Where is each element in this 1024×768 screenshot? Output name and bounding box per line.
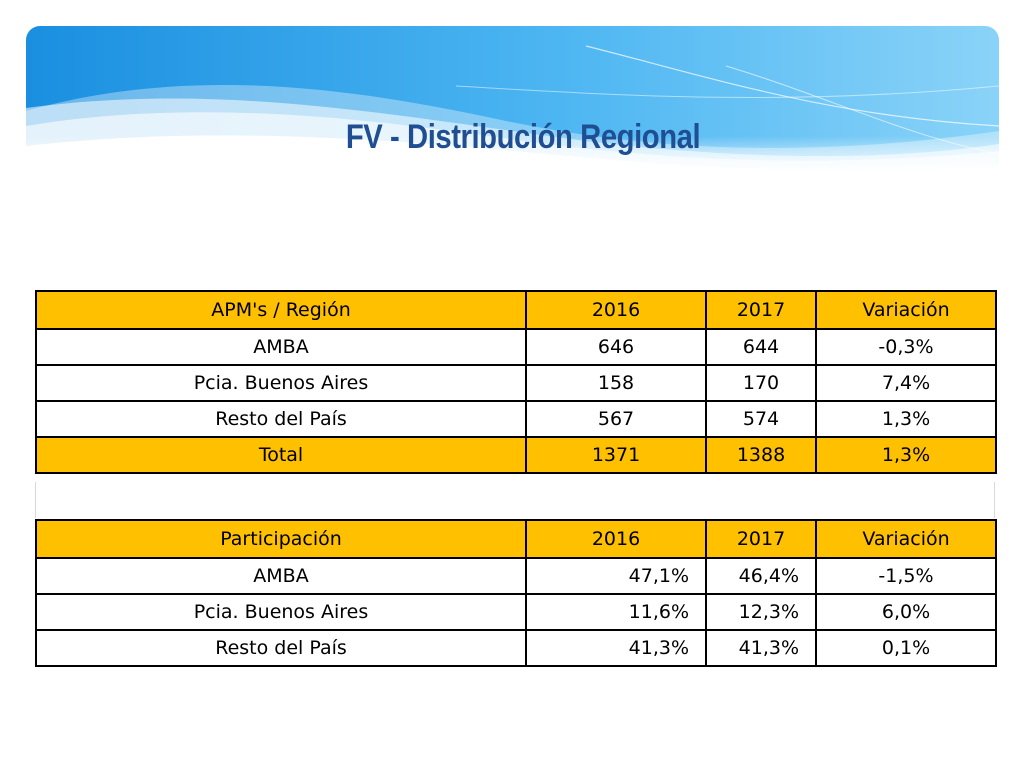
share-cell: 41,3%: [525, 629, 707, 667]
share-cell: 46,4%: [705, 557, 817, 595]
variation-cell: 6,0%: [815, 593, 997, 631]
header-cell: Variación: [815, 519, 997, 559]
table-row: Pcia. Buenos Aires 11,6% 12,3% 6,0%: [35, 593, 997, 631]
header-cell: 2016: [525, 519, 707, 559]
region-cell: Resto del País: [35, 629, 527, 667]
total-value-cell: 1388: [705, 436, 817, 474]
region-cell: Pcia. Buenos Aires: [35, 364, 527, 402]
total-value-cell: 1371: [525, 436, 707, 474]
header-cell: Participación: [35, 519, 527, 559]
value-cell: 644: [705, 328, 817, 366]
header-cell: 2017: [705, 290, 817, 330]
share-table: Participación 2016 2017 Variación AMBA 4…: [35, 519, 997, 667]
value-cell: 170: [705, 364, 817, 402]
total-variation-cell: 1,3%: [815, 436, 997, 474]
variation-cell: -1,5%: [815, 557, 997, 595]
wave-decoration: [26, 26, 999, 176]
share-cell: 11,6%: [525, 593, 707, 631]
value-cell: 567: [525, 400, 707, 438]
table-row: AMBA 47,1% 46,4% -1,5%: [35, 557, 997, 595]
header-cell: 2017: [705, 519, 817, 559]
region-cell: Pcia. Buenos Aires: [35, 593, 527, 631]
table-row: Pcia. Buenos Aires 158 170 7,4%: [35, 364, 997, 402]
total-row: Total 1371 1388 1,3%: [35, 436, 997, 474]
total-label-cell: Total: [35, 436, 527, 474]
table-row: Resto del País 41,3% 41,3% 0,1%: [35, 629, 997, 667]
share-cell: 12,3%: [705, 593, 817, 631]
table-row: AMBA 646 644 -0,3%: [35, 328, 997, 366]
table-header-row: Participación 2016 2017 Variación: [35, 519, 997, 559]
header-cell: 2016: [525, 290, 707, 330]
region-cell: AMBA: [35, 328, 527, 366]
header-banner: [26, 26, 999, 176]
header-cell: Variación: [815, 290, 997, 330]
variation-cell: -0,3%: [815, 328, 997, 366]
share-cell: 47,1%: [525, 557, 707, 595]
region-cell: Resto del País: [35, 400, 527, 438]
value-cell: 574: [705, 400, 817, 438]
variation-cell: 0,1%: [815, 629, 997, 667]
table-header-row: APM's / Región 2016 2017 Variación: [35, 290, 997, 330]
header-cell: APM's / Región: [35, 290, 527, 330]
table-row: Resto del País 567 574 1,3%: [35, 400, 997, 438]
value-cell: 646: [525, 328, 707, 366]
variation-cell: 1,3%: [815, 400, 997, 438]
volume-table: APM's / Región 2016 2017 Variación AMBA …: [35, 290, 997, 474]
table-spacer: [35, 482, 995, 518]
variation-cell: 7,4%: [815, 364, 997, 402]
value-cell: 158: [525, 364, 707, 402]
share-cell: 41,3%: [705, 629, 817, 667]
page-title: FV - Distribución Regional: [345, 118, 701, 156]
region-cell: AMBA: [35, 557, 527, 595]
